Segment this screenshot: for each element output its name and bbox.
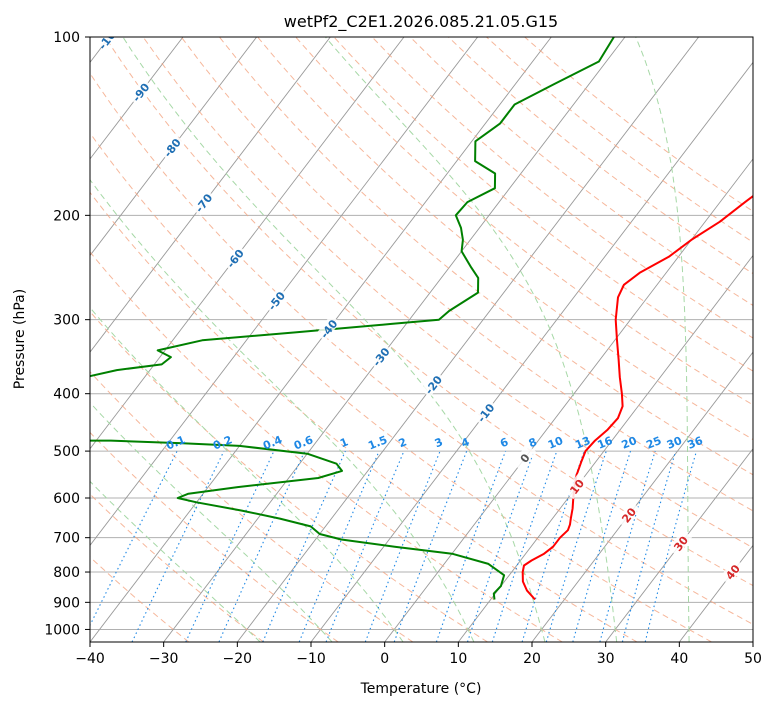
y-tick-label: 700 — [53, 531, 80, 547]
isotherm-line — [90, 37, 552, 642]
isotherm-label-bg — [96, 37, 121, 50]
moist-adiabat-line — [635, 37, 690, 642]
y-tick-label: 100 — [53, 30, 80, 46]
y-tick-label: 600 — [53, 491, 80, 507]
isotherm-line — [457, 254, 753, 642]
isotherm-line — [384, 158, 753, 642]
y-tick-label: 900 — [53, 595, 80, 611]
mixing-ratio-line — [491, 450, 558, 642]
isotherm-line — [90, 37, 331, 353]
x-tick-label: −40 — [75, 651, 105, 667]
pressure-gridlines — [90, 37, 753, 630]
x-tick-label: 30 — [597, 651, 615, 667]
mixing-ratio-line — [393, 450, 468, 642]
dry-adiabat-line — [90, 132, 712, 642]
dry-adiabat-line — [90, 72, 753, 625]
isotherm-label-bg — [472, 399, 498, 426]
isotherm-line — [163, 37, 626, 642]
moist-adiabat-line — [90, 402, 333, 642]
y-tick-label: 200 — [53, 208, 80, 224]
x-tick-label: 50 — [744, 651, 762, 667]
plot-area: -100-90-80-70-60-50-40-30-20-10010203040… — [90, 37, 753, 642]
y-axis-label: Pressure (hPa) — [12, 289, 28, 389]
mixing-ratio-label: 25 — [644, 434, 663, 452]
x-tick-label: −20 — [223, 651, 253, 667]
x-tick-label: 20 — [523, 651, 541, 667]
moist-adiabat-line — [122, 37, 546, 642]
y-tick-label: 800 — [53, 565, 80, 581]
chart-title: wetPf2_C2E1.2026.085.21.05.G15 — [284, 12, 558, 32]
isotherm-line — [90, 37, 479, 547]
y-tick-label: 1000 — [44, 622, 80, 638]
x-axis-label: Temperature (°C) — [360, 681, 482, 697]
y-axis-ticks: 100 200 300 400 500 600 700 800 900 1000 — [44, 30, 90, 638]
mixing-ratio-label: 3 — [433, 435, 445, 450]
mixing-ratio-label: 20 — [620, 434, 639, 452]
x-tick-label: 10 — [449, 651, 467, 667]
dewpoint-profile-line — [90, 37, 615, 600]
isotherm-label-bg — [511, 444, 537, 471]
isotherm-line — [90, 37, 405, 450]
isotherm-label-bg — [615, 501, 641, 528]
mixing-ratio-label: 2 — [397, 435, 409, 450]
mixing-ratio-label: 13 — [573, 434, 592, 452]
mixing-ratio-lines — [90, 450, 698, 642]
x-tick-label: 40 — [670, 651, 688, 667]
mixing-ratio-label: 30 — [665, 434, 684, 452]
mixing-ratio-line — [545, 450, 607, 642]
x-axis-ticks: −40 −30 −20 −10 0 10 20 30 40 50 — [75, 642, 762, 667]
mixing-ratio-label: 16 — [595, 434, 614, 452]
moist-adiabat-line — [90, 306, 404, 642]
mixing-ratio-label: 10 — [546, 434, 565, 452]
y-tick-label: 300 — [53, 313, 80, 329]
y-tick-label: 500 — [53, 444, 80, 460]
mixing-ratio-line — [572, 450, 632, 642]
isotherm-label-bg — [127, 78, 153, 105]
isotherm-label-bg — [420, 371, 445, 398]
mixing-ratio-label: 36 — [686, 434, 705, 452]
isotherm-line — [90, 37, 258, 257]
x-tick-label: −30 — [149, 651, 179, 667]
plot-frame — [89, 36, 754, 643]
isotherm-label-bg — [368, 343, 393, 370]
isotherm-label-bg — [190, 189, 216, 216]
isotherm-label-bg — [159, 133, 184, 161]
dry-adiabat-line — [333, 37, 753, 372]
mixing-ratio-line — [364, 450, 441, 642]
isotherm-line — [90, 37, 184, 160]
mixing-ratio-line — [521, 450, 585, 642]
isotherm-label-bg — [667, 529, 693, 557]
isotherm-line — [236, 37, 700, 642]
temperature-profile-line — [521, 194, 753, 601]
mixing-ratio-line — [599, 450, 656, 642]
x-tick-label: −10 — [296, 651, 326, 667]
mixing-ratio-line — [131, 450, 225, 642]
isotherm-label-bg — [719, 558, 745, 585]
profile-series — [90, 37, 753, 601]
isotherm-label-bg — [315, 315, 341, 342]
isotherm-label-bg — [222, 244, 247, 271]
x-tick-label: 0 — [380, 651, 389, 667]
mixing-ratio-label: 8 — [527, 435, 539, 450]
moist-adiabat-lines — [90, 37, 690, 642]
dry-adiabat-line — [90, 370, 414, 642]
dry-adiabat-line — [90, 191, 638, 642]
mixing-ratio-line — [185, 450, 275, 642]
dry-adiabat-line — [104, 37, 753, 587]
dry-adiabat-line — [90, 251, 563, 642]
isotherm-label-bg — [263, 287, 288, 314]
dry-adiabat-line — [295, 37, 753, 406]
y-tick-label: 400 — [53, 387, 80, 403]
moist-adiabat-line — [325, 37, 618, 642]
isotherm-line — [531, 351, 753, 642]
dry-adiabat-line — [257, 37, 753, 441]
mixing-ratio-line — [621, 450, 677, 642]
mixing-ratio-label: 1 — [338, 435, 350, 450]
isotherm-label-bg — [563, 472, 589, 500]
moist-adiabat-line — [90, 178, 475, 642]
dry-adiabat-line — [90, 556, 190, 642]
isotherm-lines — [90, 37, 753, 642]
